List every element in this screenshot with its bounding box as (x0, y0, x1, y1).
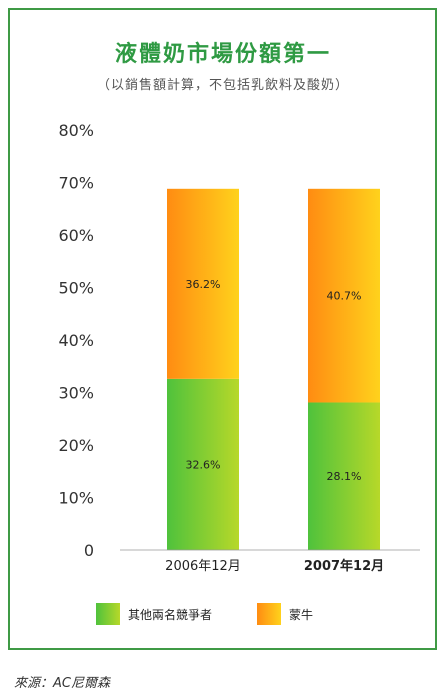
data-label: 40.7% (327, 290, 362, 303)
x-tick-label: 2006年12月 (165, 559, 241, 574)
y-tick-label: 0 (84, 541, 94, 560)
data-label: 32.6% (186, 458, 221, 471)
bar-segment (167, 378, 239, 550)
bar-segment (167, 188, 239, 379)
y-tick-label: 70% (58, 174, 94, 193)
legend-swatch (96, 603, 120, 625)
bar-segment (308, 402, 380, 550)
chart-frame (8, 8, 437, 650)
x-tick-label: 2007年12月 (304, 558, 384, 574)
y-tick-label: 30% (58, 384, 94, 403)
y-tick-label: 80% (58, 121, 94, 140)
chart-subtitle: （以銷售額計算，不包括乳飲料及酸奶） (96, 78, 349, 93)
legend-label: 其他兩名競爭者 (128, 607, 212, 622)
data-label: 28.1% (327, 470, 362, 483)
y-tick-label: 40% (58, 331, 94, 350)
y-tick-label: 50% (58, 279, 94, 298)
y-tick-label: 60% (58, 226, 94, 245)
source-note: 來源：AC尼爾森 (14, 676, 110, 691)
legend-label: 蒙牛 (289, 607, 313, 622)
legend-swatch (257, 603, 281, 625)
chart-title: 液體奶市場份額第一 (114, 42, 331, 67)
data-label: 36.2% (186, 278, 221, 291)
y-tick-label: 10% (58, 489, 94, 508)
y-tick-label: 20% (58, 436, 94, 455)
bar-segment (308, 188, 380, 403)
